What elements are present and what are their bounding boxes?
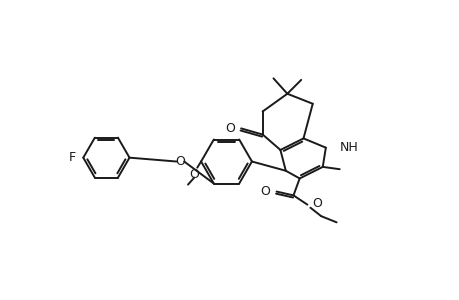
Text: O: O	[260, 185, 270, 198]
Text: F: F	[68, 151, 75, 164]
Text: O: O	[189, 168, 199, 181]
Text: O: O	[175, 155, 185, 168]
Text: O: O	[312, 196, 322, 210]
Text: NH: NH	[339, 141, 358, 154]
Text: O: O	[224, 122, 235, 135]
